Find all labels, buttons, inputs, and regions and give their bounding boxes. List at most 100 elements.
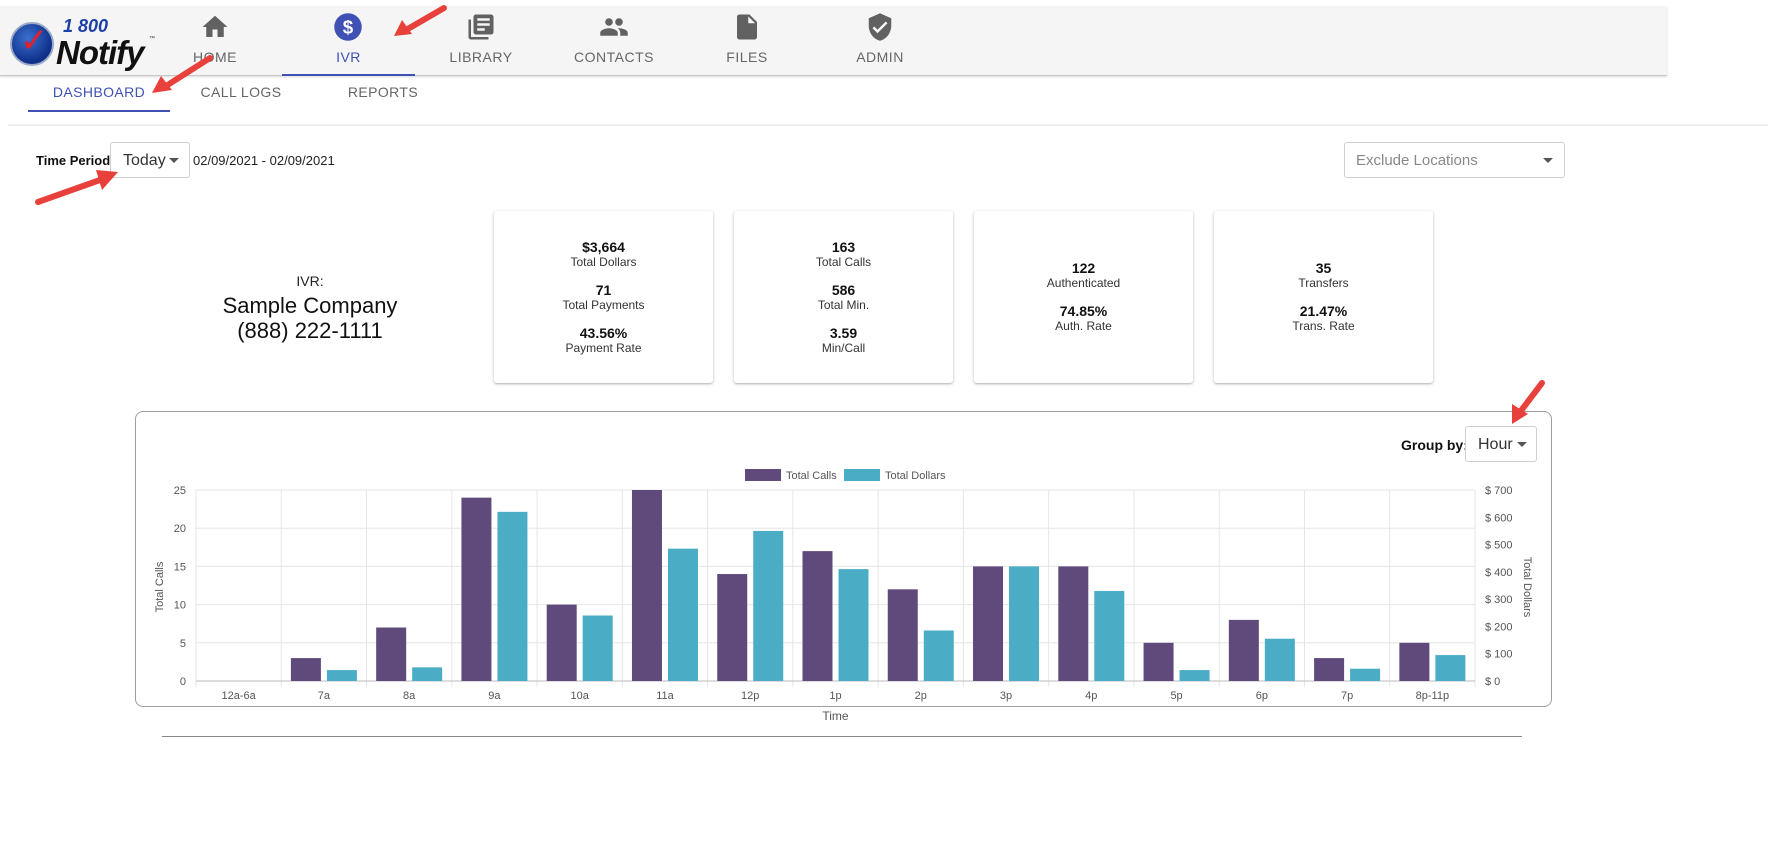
group-by-label: Group by:: [1401, 437, 1468, 453]
x-tick-label: 11a: [656, 690, 674, 702]
y-tick-label: 0: [180, 676, 186, 688]
bar-total-dollars: [412, 667, 443, 681]
home-icon: [202, 15, 228, 37]
legend-label: Total Dollars: [885, 470, 946, 482]
bar-total-calls: [887, 589, 918, 681]
stat-label: Total Payments: [562, 298, 645, 312]
stat-label: Total Calls: [815, 255, 872, 269]
x-tick-label: 3p: [1000, 690, 1012, 702]
stat-label: Payment Rate: [565, 341, 642, 355]
bar-total-dollars: [923, 630, 954, 681]
time-period-value: Today: [123, 152, 166, 169]
stat-label: Trans. Rate: [1292, 319, 1355, 333]
stat-auth-rate: 74.85% Auth. Rate: [974, 303, 1193, 333]
y-tick-label: 20: [174, 523, 186, 535]
y2-tick-label: $ 500: [1485, 540, 1513, 552]
chevron-down-icon: [1517, 442, 1527, 447]
x-tick-label: 7a: [318, 690, 331, 702]
ivr-label: IVR:: [296, 273, 324, 289]
stat-value: 3.59: [829, 325, 858, 341]
bar-total-calls: [1399, 642, 1430, 681]
bar-total-calls: [546, 604, 577, 681]
bar-total-calls: [290, 658, 321, 681]
transfers-card: 35 Transfers 21.47% Trans. Rate: [1214, 211, 1433, 383]
nav-ivr[interactable]: $ IVR: [282, 6, 415, 76]
x-tick-label: 8a: [403, 690, 416, 702]
stat-label: Total Dollars: [570, 255, 637, 269]
nav-contacts-label: CONTACTS: [574, 49, 654, 65]
bar-total-calls: [1228, 619, 1259, 681]
stat-total-minutes: 586 Total Min.: [734, 282, 953, 312]
x-tick-label: 1p: [829, 690, 841, 702]
bar-total-calls: [973, 566, 1004, 681]
chevron-down-icon: [1543, 158, 1553, 163]
stat-trans-rate: 21.47% Trans. Rate: [1214, 303, 1433, 333]
nav-admin-label: ADMIN: [856, 49, 904, 65]
legend-swatch: [745, 469, 781, 481]
tab-reports[interactable]: REPORTS: [347, 84, 419, 100]
bar-total-dollars: [1094, 590, 1125, 681]
stat-total-dollars: $3,664 Total Dollars: [494, 239, 713, 269]
legend-swatch: [844, 469, 880, 481]
chevron-down-icon: [169, 158, 179, 163]
annotation-arrow-icon: [35, 170, 118, 205]
bar-total-dollars: [326, 670, 357, 681]
payments-card: $3,664 Total Dollars 71 Total Payments 4…: [494, 211, 713, 383]
bar-total-calls: [461, 497, 492, 681]
stat-payment-rate: 43.56% Payment Rate: [494, 325, 713, 355]
nav-library-label: LIBRARY: [449, 49, 513, 65]
nav-contacts[interactable]: CONTACTS: [539, 6, 689, 76]
stat-value: 74.85%: [1059, 303, 1108, 319]
divider: [162, 736, 1522, 737]
bar-total-dollars: [582, 615, 613, 681]
top-nav-bar: ✓ 1 800 Notify ™ HOME $ IVR LIBRARY CONT…: [0, 6, 1667, 76]
annotation-arrow-icon: [152, 55, 213, 93]
logo[interactable]: ✓ 1 800 Notify ™: [8, 14, 158, 71]
nav-library[interactable]: LIBRARY: [406, 6, 556, 76]
svg-text:$: $: [343, 16, 354, 37]
group-by-dropdown[interactable]: Hour: [1465, 426, 1537, 462]
stat-label: Total Min.: [817, 298, 870, 312]
stat-total-payments: 71 Total Payments: [494, 282, 713, 312]
time-period-label: Time Period:: [36, 153, 115, 168]
y2-tick-label: $ 300: [1485, 594, 1513, 606]
bar-total-dollars: [838, 569, 869, 681]
bar-total-dollars: [497, 511, 528, 681]
stat-total-calls: 163 Total Calls: [734, 239, 953, 269]
library-icon: [468, 14, 494, 40]
time-period-dropdown[interactable]: Today: [110, 142, 190, 178]
y2-tick-label: $ 0: [1485, 676, 1500, 688]
bar-total-calls: [717, 574, 748, 681]
stat-min-per-call: 3.59 Min/Call: [734, 325, 953, 355]
x-tick-label: 12p: [741, 690, 759, 702]
stat-value: 21.47%: [1299, 303, 1348, 319]
ivr-phone: (888) 222-1111: [237, 318, 383, 343]
stat-value: 43.56%: [579, 325, 628, 341]
stat-value: 163: [831, 239, 856, 255]
tab-dashboard[interactable]: DASHBOARD: [28, 76, 170, 112]
nav-admin[interactable]: ADMIN: [805, 6, 955, 76]
bar-total-dollars: [1350, 668, 1381, 681]
y2-tick-label: $ 400: [1485, 567, 1513, 579]
y2-tick-label: $ 200: [1485, 621, 1513, 633]
stat-label: Min/Call: [821, 341, 866, 355]
bar-total-calls: [1314, 658, 1345, 681]
bar-total-dollars: [667, 548, 698, 681]
bar-total-dollars: [1179, 670, 1210, 681]
bar-total-calls: [1143, 642, 1174, 681]
date-range: 02/09/2021 - 02/09/2021: [193, 153, 335, 168]
y2-axis-title: Total Dollars: [1521, 557, 1533, 618]
x-tick-label: 7p: [1341, 690, 1353, 702]
x-tick-label: 2p: [915, 690, 927, 702]
bar-total-calls: [631, 490, 662, 681]
stat-value: 35: [1315, 260, 1332, 276]
ivr-company-name: Sample Company: [222, 293, 398, 318]
tab-call-logs[interactable]: CALL LOGS: [200, 84, 282, 100]
exclude-locations-dropdown[interactable]: Exclude Locations: [1344, 142, 1565, 178]
x-tick-label: 10a: [571, 690, 590, 702]
annotation-arrow-icon: [394, 5, 447, 36]
checkmark-icon: ✓: [20, 21, 49, 61]
y2-tick-label: $ 700: [1485, 485, 1513, 497]
nav-files[interactable]: FILES: [672, 6, 822, 76]
